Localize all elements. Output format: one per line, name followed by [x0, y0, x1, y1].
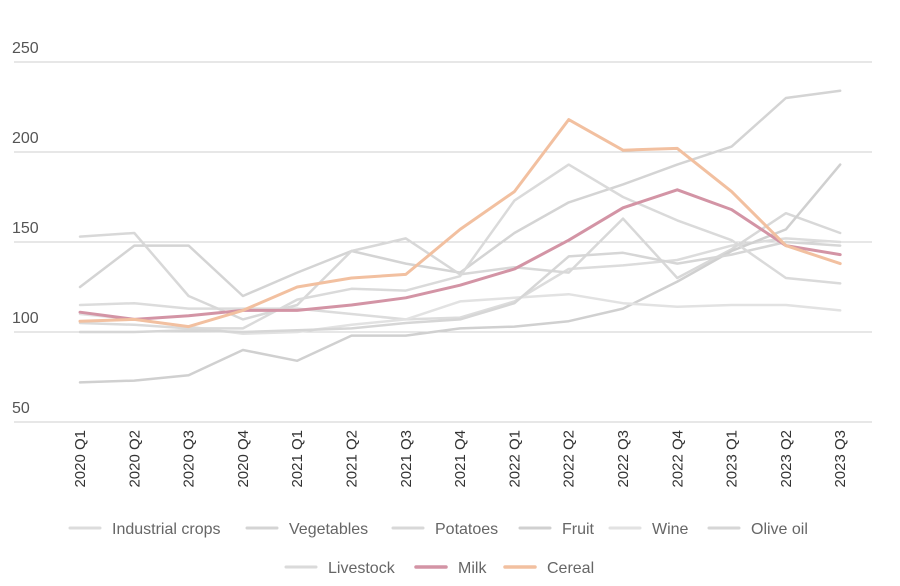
x-tick-label: 2022 Q2: [561, 430, 578, 488]
y-tick-label: 200: [12, 130, 39, 147]
x-tick-label: 2022 Q1: [506, 430, 523, 488]
x-tick-label: 2021 Q2: [344, 430, 361, 488]
legend-label-wine: Wine: [652, 521, 689, 538]
x-tick-label: 2020 Q1: [72, 430, 89, 488]
legend-label-fruit: Fruit: [562, 521, 595, 538]
x-tick-label: 2020 Q4: [235, 430, 252, 488]
y-tick-label: 250: [12, 40, 39, 57]
y-tick-label: 100: [12, 310, 39, 327]
series-lines: [78, 89, 842, 384]
x-tick-label: 2023 Q1: [724, 430, 741, 488]
y-tick-label: 50: [12, 400, 30, 417]
legend: Industrial crops Vegetables Potatoes Fruit W…: [68, 521, 808, 577]
y-axis-ticks: 50 100 150 200 250: [12, 40, 39, 417]
series-line-cereal: [78, 118, 842, 329]
legend-label-potatoes: Potatoes: [435, 521, 498, 538]
x-tick-label: 2020 Q3: [181, 430, 198, 488]
legend-label-livestock: Livestock: [328, 560, 396, 577]
legend-label-cereal: Cereal: [547, 560, 594, 577]
x-tick-label: 2020 Q2: [126, 430, 143, 488]
x-tick-label: 2021 Q1: [289, 430, 306, 488]
y-tick-label: 150: [12, 220, 39, 237]
series-line-industrial-crops: [78, 237, 842, 321]
series-line-vegetables: [78, 89, 842, 298]
legend-label-industrial-crops: Industrial crops: [112, 521, 221, 538]
x-tick-label: 2022 Q3: [615, 430, 632, 488]
legend-label-olive-oil: Olive oil: [751, 521, 808, 538]
x-tick-label: 2021 Q4: [452, 430, 469, 488]
x-tick-label: 2023 Q3: [832, 430, 849, 488]
series-line-milk: [78, 188, 842, 321]
legend-label-milk: Milk: [458, 560, 487, 577]
x-axis-ticks: 2020 Q1 2020 Q2 2020 Q3 2020 Q4 2021 Q1 2021 …: [72, 430, 849, 488]
x-tick-label: 2023 Q2: [778, 430, 795, 488]
x-tick-label: 2022 Q4: [669, 430, 686, 488]
legend-label-vegetables: Vegetables: [289, 521, 368, 538]
series-line-livestock: [78, 163, 842, 330]
series-line-olive-oil: [78, 240, 842, 334]
series-line-fruit: [78, 163, 842, 384]
x-tick-label: 2021 Q3: [398, 430, 415, 488]
